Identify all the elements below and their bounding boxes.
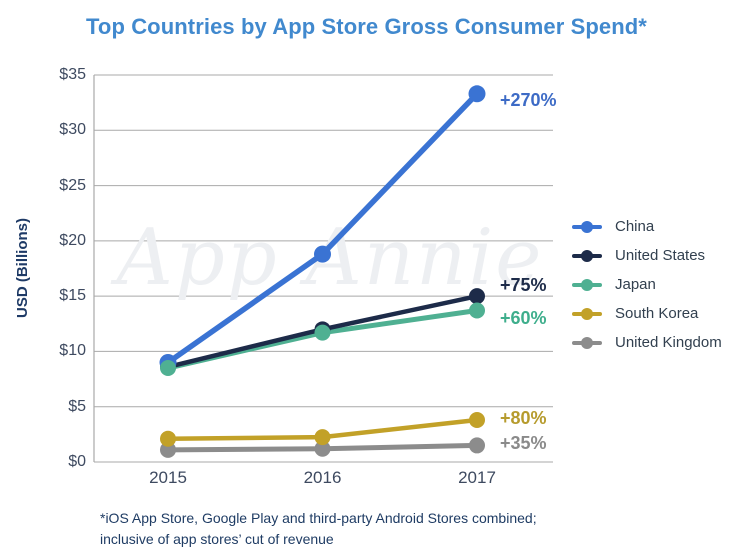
series-point-united-kingdom: [160, 441, 176, 458]
x-tick-label: 2015: [149, 468, 187, 487]
annotation-south-korea: +80%: [500, 407, 547, 428]
page-title: Top Countries by App Store Gross Consume…: [86, 14, 647, 39]
legend-item-united-kingdom: United Kingdom: [572, 328, 722, 357]
legend-label: South Korea: [615, 305, 699, 322]
legend: China United States Japan South Korea United…: [572, 212, 722, 357]
annotation-china: +270%: [500, 89, 557, 110]
legend-marker-icon: [572, 278, 602, 292]
legend-label: China: [615, 218, 655, 235]
x-tick-label: 2016: [303, 468, 342, 487]
y-tick-label: $30: [59, 121, 86, 139]
legend-item-japan: Japan: [572, 270, 722, 299]
x-tick-label: 2017: [458, 468, 496, 487]
y-tick-label: $25: [59, 176, 86, 194]
series-point-japan: [314, 324, 331, 341]
series-point-south-korea: [469, 411, 485, 428]
y-tick-label: $15: [59, 287, 86, 305]
y-tick-label: $0: [68, 453, 86, 470]
y-tick-label: $20: [59, 231, 86, 249]
legend-marker-icon: [572, 220, 602, 234]
annotation-united-kingdom: +35%: [500, 433, 547, 454]
legend-marker-icon: [572, 336, 602, 350]
legend-item-south-korea: South Korea: [572, 299, 722, 328]
y-axis-title: USD (Billions): [14, 218, 31, 318]
series-point-south-korea: [160, 430, 176, 447]
series-point-japan: [469, 302, 485, 319]
footnote-line-2: inclusive of app stores’ cut of revenue: [100, 531, 334, 547]
footnote-line-1: *iOS App Store, Google Play and third-pa…: [100, 510, 537, 526]
y-tick-label: $5: [68, 397, 86, 415]
series-point-south-korea: [314, 429, 331, 446]
series-point-united-states: [469, 288, 485, 305]
legend-marker-icon: [572, 249, 602, 263]
legend-label: Japan: [615, 276, 656, 293]
legend-label: United Kingdom: [615, 334, 722, 351]
annotation-japan: +60%: [500, 307, 547, 328]
legend-label: United States: [615, 247, 706, 264]
legend-item-united-states: United States: [572, 241, 722, 270]
y-tick-label: $10: [59, 342, 86, 360]
series-point-china: [468, 85, 486, 103]
legend-marker-icon: [572, 307, 602, 321]
series-point-china: [314, 245, 331, 263]
series-point-united-kingdom: [314, 440, 331, 457]
series-point-united-kingdom: [469, 437, 485, 454]
legend-item-china: China: [572, 212, 722, 241]
annotation-united-states: +75%: [500, 275, 547, 296]
y-tick-label: $35: [59, 66, 86, 83]
series-point-japan: [160, 360, 176, 377]
